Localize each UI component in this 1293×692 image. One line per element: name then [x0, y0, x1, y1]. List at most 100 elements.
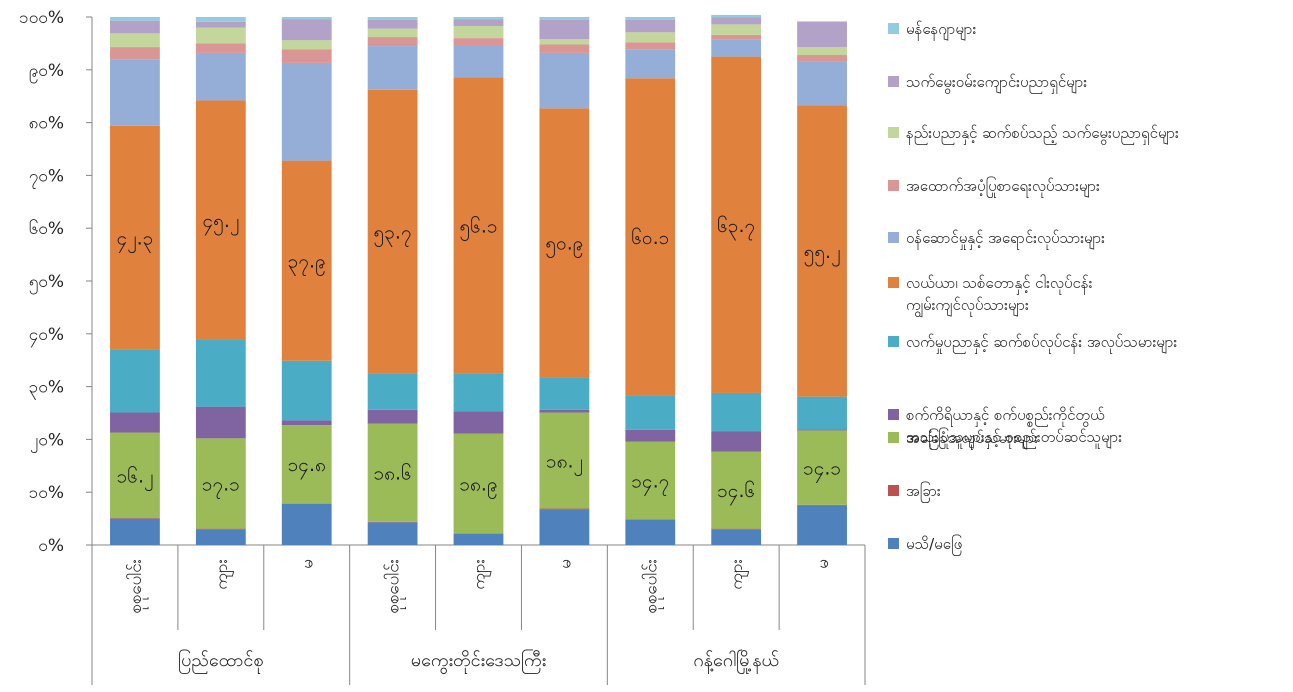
data-label: ၁၄.၈: [288, 454, 326, 480]
category-label: စုစုပေါင်း: [383, 559, 407, 614]
bar-segment: [195, 21, 246, 28]
bar-segment: [110, 59, 160, 126]
bar-segment: [711, 17, 762, 25]
bar-segment: [195, 100, 246, 340]
legend-label: အခြား: [906, 481, 941, 503]
bar-segment: [281, 19, 332, 41]
bar-segment: [711, 24, 762, 35]
legend-label: စက်ကိရိယာနှင့် စက်ပစ္စည်းကိုင်တွယ်: [906, 406, 1105, 427]
bar-segment: [797, 47, 847, 56]
legend-swatch: [888, 180, 899, 191]
legend-label: မသိ/မဖြေ: [906, 534, 962, 556]
bar-segment: [539, 509, 590, 545]
category-label: စုစုပေါင်း: [125, 559, 149, 614]
bar-segment: [367, 19, 418, 29]
bar-segment: [711, 39, 762, 57]
legend-label: မန်နေဂျာများ: [906, 20, 976, 41]
data-label: ၁၄.၁: [803, 458, 841, 484]
bar-segment: [195, 339, 246, 407]
bar-segment: [539, 412, 590, 509]
bar-segment: [110, 518, 160, 545]
data-label: ၆၀.၁: [631, 226, 669, 249]
bar-segment: [281, 17, 332, 20]
bar-segment: [539, 44, 590, 53]
y-tick-label: ၄၀%: [29, 325, 64, 348]
category-label: စုစုပေါင်း: [640, 559, 664, 614]
bar-segment: [367, 521, 418, 523]
bar-segment: [110, 33, 160, 48]
bar-segment: [110, 349, 160, 413]
bar-segment: [797, 396, 847, 430]
data-label: ၅၆.၁: [459, 214, 497, 241]
bar-segment: [110, 412, 160, 433]
bar-segment: [539, 108, 590, 378]
bar-segment: [281, 40, 332, 50]
data-label: ၆၃.၇: [717, 214, 755, 241]
bar-segment: [797, 21, 847, 48]
group-label: ဂန့်ဂေါမြို့နယ်: [693, 649, 779, 674]
bar-segment: [367, 46, 418, 90]
bar-segment: [797, 504, 847, 506]
bar-segment: [281, 425, 332, 504]
bar-segment: [711, 451, 762, 529]
bar-segment: [539, 19, 590, 40]
data-label: ၄၂.၃: [117, 227, 154, 253]
legend-swatch: [888, 485, 899, 496]
legend-swatch: [888, 277, 899, 288]
bar-segment: [453, 25, 504, 39]
data-label: ၁၇.၁: [202, 473, 240, 499]
bar-segment: [539, 39, 590, 45]
y-tick-label: ၀%: [38, 536, 64, 556]
bar-segment: [711, 14, 762, 18]
bar-segment: [281, 49, 332, 63]
bar-segment: [539, 377, 590, 410]
bar-segment: [625, 78, 676, 396]
bar-segment: [281, 160, 332, 361]
bar-segment: [281, 360, 332, 421]
bar-segment: [110, 518, 160, 519]
bar-segment: [797, 105, 847, 397]
data-label: ၁၈.၉: [459, 473, 497, 499]
legend-swatch: [888, 232, 899, 243]
data-label: ၁၆.၂: [117, 464, 154, 491]
bar-segment: [367, 89, 418, 374]
legend-label: အခြေခံအလုပ်သမားများ: [906, 428, 1038, 450]
group-label: မကွေးတိုင်းဒေသကြီး: [411, 649, 546, 674]
bar-segment: [195, 529, 246, 545]
bar-segment: [110, 432, 160, 519]
bar-segment: [711, 431, 762, 452]
bar-segment: [539, 52, 590, 109]
bar-segment: [281, 420, 332, 426]
bar-segment: [453, 38, 504, 46]
bar-segment: [625, 395, 676, 430]
bar-segment: [625, 519, 676, 545]
bar-segment: [195, 406, 246, 439]
bar-segment: [453, 19, 504, 26]
bar-segment: [367, 409, 418, 424]
bar-segment: [195, 27, 246, 44]
y-tick-label: ၁၀%: [29, 483, 64, 503]
bar-segment: [195, 438, 246, 529]
bar-segment: [625, 42, 676, 50]
bar-segment: [625, 19, 676, 33]
bar-segment: [110, 17, 160, 21]
bar-segment: [797, 505, 847, 545]
bar-segment: [110, 20, 160, 34]
bar-segment: [711, 528, 762, 530]
y-tick-label: ၅၀%: [29, 272, 64, 295]
bar-segment: [453, 373, 504, 412]
bar-segment: [539, 508, 590, 510]
bar-segment: [367, 37, 418, 47]
bar-segment: [453, 533, 504, 545]
data-label: ၃၇.၉: [288, 251, 326, 277]
bar-segment: [367, 17, 418, 20]
category-label: ကျား: [727, 559, 750, 590]
y-tick-label: ၃၀%: [29, 378, 64, 401]
category-label: ကျား: [212, 559, 235, 590]
bar-segment: [281, 503, 332, 504]
legend-swatch: [888, 23, 899, 34]
bar-segment: [625, 17, 676, 20]
bar-segment: [367, 28, 418, 38]
legend-label: လယ်ယာ၊ သစ်တောနှင့် ငါးလုပ်ငန်း: [906, 274, 1093, 295]
